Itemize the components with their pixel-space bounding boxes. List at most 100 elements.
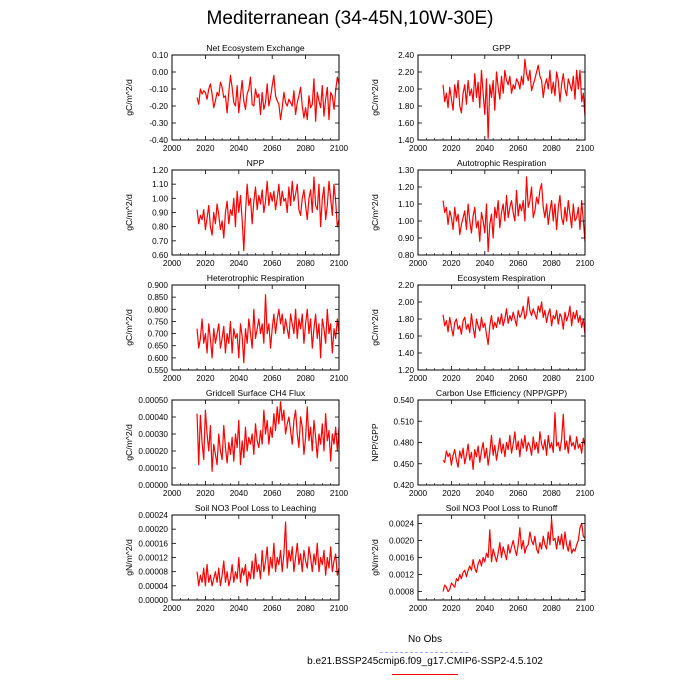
y-tick-label: -0.30 (149, 119, 168, 128)
series-line (442, 518, 586, 593)
panel-title: Soil NO3 Pool Loss to Runoff (446, 503, 558, 513)
x-tick-label: 2040 (476, 144, 495, 153)
panel-title: Carbon Use Efficiency (NPP/GPP) (436, 388, 567, 398)
x-tick-label: 2020 (196, 604, 215, 613)
y-tick-label: 0.480 (394, 439, 415, 448)
y-tick-label: 0.60 (152, 251, 168, 260)
chart-panel-1: Net Ecosystem Exchange 2000 2020 2040 2060 20… (124, 43, 349, 153)
y-tick-label: 0.00016 (138, 539, 168, 548)
y-axis-label: gC/m^2/d (370, 309, 380, 346)
y-tick-label: 0.0020 (389, 537, 414, 546)
y-tick-label: 0.450 (394, 460, 415, 469)
y-tick-label: 0.0016 (389, 554, 414, 563)
x-tick-label: 2060 (509, 604, 528, 613)
series-line (196, 294, 340, 364)
y-tick-label: 1.00 (398, 217, 414, 226)
x-tick-label: 2020 (442, 144, 461, 153)
y-tick-label: 1.60 (398, 332, 414, 341)
x-tick-label: 2000 (409, 489, 428, 498)
y-tick-label: 0.00024 (138, 511, 168, 520)
x-tick-label: 2100 (330, 259, 349, 268)
y-tick-label: 1.00 (152, 194, 168, 203)
y-tick-label: 1.10 (398, 200, 414, 209)
y-axis-label: gC/m^2/d (124, 194, 134, 231)
y-tick-label: 0.00000 (138, 481, 168, 490)
x-tick-label: 2080 (542, 144, 561, 153)
x-tick-label: 2080 (542, 604, 561, 613)
y-tick-label: 1.20 (152, 166, 168, 175)
y-tick-label: 1.20 (398, 183, 414, 192)
x-tick-label: 2060 (509, 374, 528, 383)
y-tick-label: 1.10 (152, 180, 168, 189)
x-tick-label: 2080 (542, 259, 561, 268)
legend-model-label: b.e21.BSSP245cmip6.f09_g17.CMIP6-SSP2-4.… (307, 656, 543, 667)
series-line (442, 412, 586, 471)
x-tick-label: 2000 (409, 604, 428, 613)
y-tick-label: 0.00012 (138, 554, 168, 563)
y-tick-label: 0.90 (398, 234, 414, 243)
x-tick-label: 2080 (542, 374, 561, 383)
x-tick-label: 2020 (442, 604, 461, 613)
y-tick-label: 0.00040 (138, 413, 168, 422)
x-tick-label: 2000 (163, 259, 182, 268)
y-axis-label: gC/m^2/d (124, 79, 134, 116)
y-tick-label: 0.00000 (138, 596, 168, 605)
page-title: Mediterranean (34-45N,10W-30E) (206, 8, 494, 29)
y-tick-label: 0.00010 (138, 464, 168, 473)
x-tick-label: 2100 (330, 144, 349, 153)
legend-obs-label: No Obs (408, 634, 442, 645)
plot-frame (171, 399, 340, 486)
y-axis-label: gN/m^2/d (124, 539, 134, 576)
x-tick-label: 2040 (476, 489, 495, 498)
y-tick-label: 0.750 (148, 317, 169, 326)
y-tick-label: 0.00004 (138, 582, 168, 591)
chart-panel-7: Gridcell Surface CH4 Flux 2000 2020 2040 206… (124, 388, 349, 498)
panel-title: Ecosystem Respiration (458, 273, 546, 283)
x-tick-label: 2060 (263, 144, 282, 153)
chart-panel-6: Ecosystem Respiration 2000 2020 2040 2060 208… (370, 273, 595, 383)
x-tick-label: 2020 (196, 144, 215, 153)
x-tick-label: 2020 (442, 374, 461, 383)
series-line (196, 74, 340, 122)
x-tick-label: 2080 (542, 489, 561, 498)
y-tick-label: 0.800 (148, 305, 169, 314)
y-tick-label: 0.00 (152, 68, 168, 77)
y-tick-label: -0.10 (149, 85, 168, 94)
x-tick-label: 2060 (263, 259, 282, 268)
x-tick-label: 2000 (409, 374, 428, 383)
series-line (442, 176, 586, 253)
y-tick-label: 0.0008 (389, 588, 414, 597)
chart-panel-10: Soil NO3 Pool Loss to Runoff 2000 2020 2040… (370, 503, 595, 613)
chart-panel-2: GPP 2000 2020 2040 2060 2080 2100 1.40 1.60 1.80 2… (370, 43, 595, 153)
x-tick-label: 2000 (163, 604, 182, 613)
y-tick-label: 0.70 (152, 237, 168, 246)
chart-panel-4: Autotrophic Respiration 2000 2020 2040 2060 2… (370, 158, 595, 268)
y-tick-label: 0.0012 (389, 571, 414, 580)
y-tick-label: 0.80 (152, 223, 168, 232)
y-tick-label: 0.00008 (138, 568, 168, 577)
y-tick-label: 0.10 (152, 51, 168, 60)
x-tick-label: 2000 (409, 144, 428, 153)
y-tick-label: 1.20 (398, 366, 414, 375)
y-tick-label: 0.00050 (138, 396, 168, 405)
y-tick-label: 1.40 (398, 136, 414, 145)
y-tick-label: 2.00 (398, 298, 414, 307)
panel-title: Gridcell Surface CH4 Flux (206, 388, 306, 398)
series-line (196, 521, 340, 587)
x-tick-label: 2080 (296, 489, 315, 498)
y-tick-label: -0.20 (149, 102, 168, 111)
y-tick-label: 0.00020 (138, 447, 168, 456)
chart-panel-5: Heterotrophic Respiration 2000 2020 2040 206… (124, 273, 349, 383)
y-tick-label: 1.60 (398, 119, 414, 128)
x-tick-label: 2080 (296, 374, 315, 383)
y-tick-label: 0.510 (394, 417, 415, 426)
panel-title: Net Ecosystem Exchange (206, 43, 305, 53)
chart-panel-8: Carbon Use Efficiency (NPP/GPP) 2000 2020 2… (370, 388, 595, 498)
panel-title: NPP (247, 158, 265, 168)
x-tick-label: 2040 (476, 374, 495, 383)
y-axis-label: gN/m^2/d (370, 539, 380, 576)
x-tick-label: 2100 (330, 489, 349, 498)
legend-model-line (392, 674, 458, 675)
plot-frame (417, 399, 586, 486)
